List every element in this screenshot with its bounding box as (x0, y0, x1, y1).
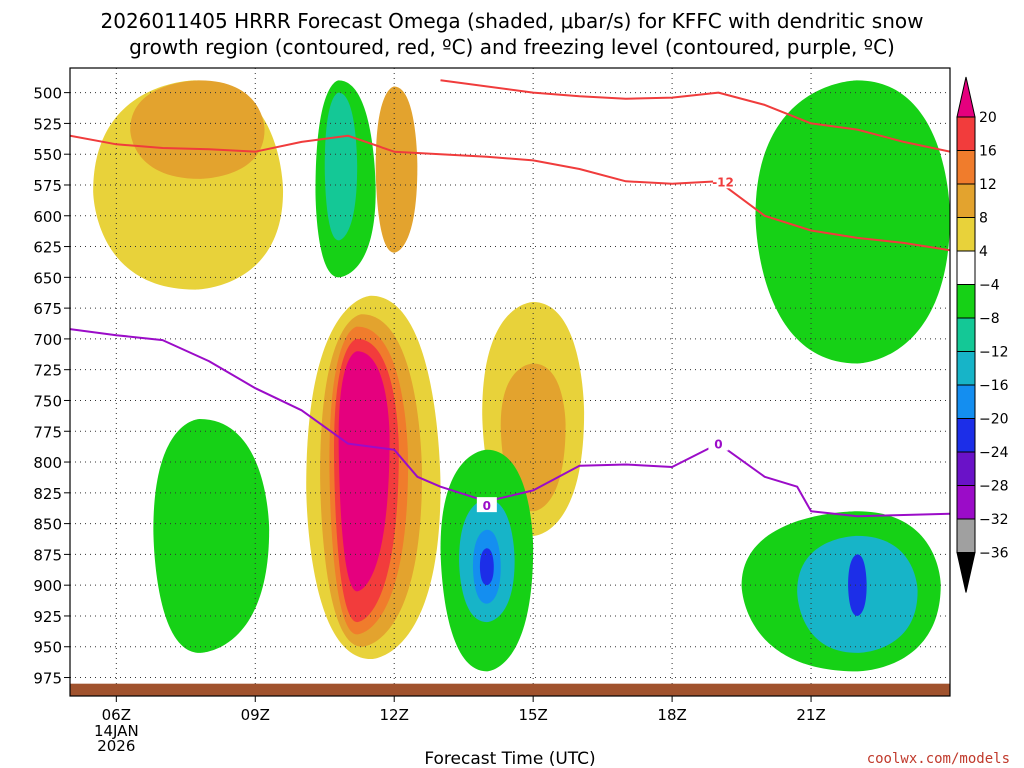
contour-line-1 (70, 134, 950, 252)
colorbar-swatch-7 (956, 351, 976, 386)
colorbar-label-12: −32 (979, 512, 1009, 528)
colorbar-swatch-3 (956, 217, 976, 252)
chart-title-line-2: growth region (contoured, red, ºC) and f… (129, 35, 895, 59)
colorbar-label-6: −8 (979, 311, 1000, 327)
contours (70, 79, 950, 518)
omega-region-20 (848, 554, 867, 616)
y-tick-label-550: 550 (33, 146, 62, 164)
contour-label-bg-2 (708, 435, 729, 451)
y-tick-label-500: 500 (33, 85, 62, 103)
colorbar-swatch-10 (956, 451, 976, 486)
y-tick-label-750: 750 (33, 392, 62, 410)
omega-region-3 (324, 92, 358, 241)
colorbar-label-7: −12 (979, 345, 1009, 361)
x-axis-label: Forecast Time (UTC) (424, 749, 595, 768)
contour-label-bg-0 (713, 173, 734, 189)
x-tick-label-15Z: 15Z (518, 706, 547, 724)
colorbar-label-0: 20 (979, 110, 997, 126)
y-tick-label-925: 925 (33, 608, 62, 626)
colorbar-label-10: −24 (979, 445, 1009, 461)
contour-label-2: 0 (714, 438, 722, 452)
colorbar-label-9: −20 (979, 412, 1009, 428)
surface-terrain (70, 683, 950, 696)
y-tick-label-975: 975 (33, 670, 62, 688)
omega-region-9 (338, 351, 390, 592)
colorbar-swatch-4 (956, 250, 976, 285)
x-date-label-0: 14JAN (94, 722, 139, 740)
x-tick-label-18Z: 18Z (657, 706, 686, 724)
colorbar: 20 16 12 8 4 −4 −8 −12 −16 −20 −24 −28 −32 −36 (956, 76, 1009, 593)
plot-frame (69, 67, 951, 697)
y-tick-label-900: 900 (33, 577, 62, 595)
x-tick-label-12Z: 12Z (380, 706, 409, 724)
colorbar-swatch-0 (956, 116, 976, 151)
colorbar-bottom-triangle (956, 552, 976, 593)
x-tick-label-06Z: 06Z (102, 706, 131, 724)
terrain-band (70, 683, 950, 696)
y-tick-label-575: 575 (33, 177, 62, 195)
y-tick-label-725: 725 (33, 362, 62, 380)
contour-line-0 (440, 79, 950, 153)
contour-line-2 (70, 328, 950, 518)
colorbar-label-5: −4 (979, 278, 1000, 294)
y-tick-label-525: 525 (33, 115, 62, 133)
y-tick-label-800: 800 (33, 454, 62, 472)
omega-region-17 (755, 80, 950, 364)
colorbar-label-3: 8 (979, 211, 988, 227)
colorbar-label-4: 4 (979, 244, 988, 260)
omega-region-15 (479, 548, 494, 586)
y-tick-label-650: 650 (33, 269, 62, 287)
y-tick-label-950: 950 (33, 639, 62, 657)
colorbar-swatch-1 (956, 150, 976, 185)
colorbar-label-2: 12 (979, 177, 997, 193)
y-tick-label-875: 875 (33, 546, 62, 564)
y-tick-label-675: 675 (33, 300, 62, 318)
x-date-label-1: 2026 (97, 737, 135, 755)
y-tick-label-700: 700 (33, 331, 62, 349)
omega-region-1 (130, 80, 265, 179)
x-tick-label-21Z: 21Z (796, 706, 825, 724)
x-tick-label-09Z: 09Z (241, 706, 270, 724)
colorbar-top-triangle (956, 76, 976, 118)
colorbar-label-11: −28 (979, 479, 1009, 495)
colorbar-swatch-2 (956, 183, 976, 218)
y-tick-label-600: 600 (33, 208, 62, 226)
omega-region-16 (153, 418, 270, 653)
credit-text: coolwx.com/models (867, 751, 1010, 767)
colorbar-label-13: −36 (979, 546, 1009, 562)
colorbar-swatch-9 (956, 418, 976, 453)
gridlines (70, 68, 950, 696)
omega-region-4 (375, 86, 418, 253)
colorbar-swatch-6 (956, 317, 976, 352)
y-tick-label-825: 825 (33, 485, 62, 503)
chart-title-line-1: 2026011405 HRRR Forecast Omega (shaded, … (101, 9, 924, 33)
colorbar-swatch-8 (956, 384, 976, 419)
y-tick-label-625: 625 (33, 239, 62, 257)
y-tick-label-775: 775 (33, 423, 62, 441)
y-axis: 500 525 550 575 600 625 650 675 700 725 750 775 800 8… (33, 85, 70, 688)
colorbar-label-1: 16 (979, 144, 997, 160)
y-tick-label-850: 850 (33, 516, 62, 534)
plot-area: -12 0 0 (69, 67, 951, 697)
colorbar-swatch-12 (956, 518, 976, 553)
contour-label-1: 0 (483, 499, 491, 513)
colorbar-swatch-5 (956, 284, 976, 319)
contour-label-bg-1 (476, 497, 497, 513)
contour-labels: -12 0 0 (476, 173, 734, 513)
colorbar-label-8: −16 (979, 378, 1009, 394)
contour-label-0: -12 (712, 175, 734, 189)
colorbar-swatch-11 (956, 485, 976, 520)
